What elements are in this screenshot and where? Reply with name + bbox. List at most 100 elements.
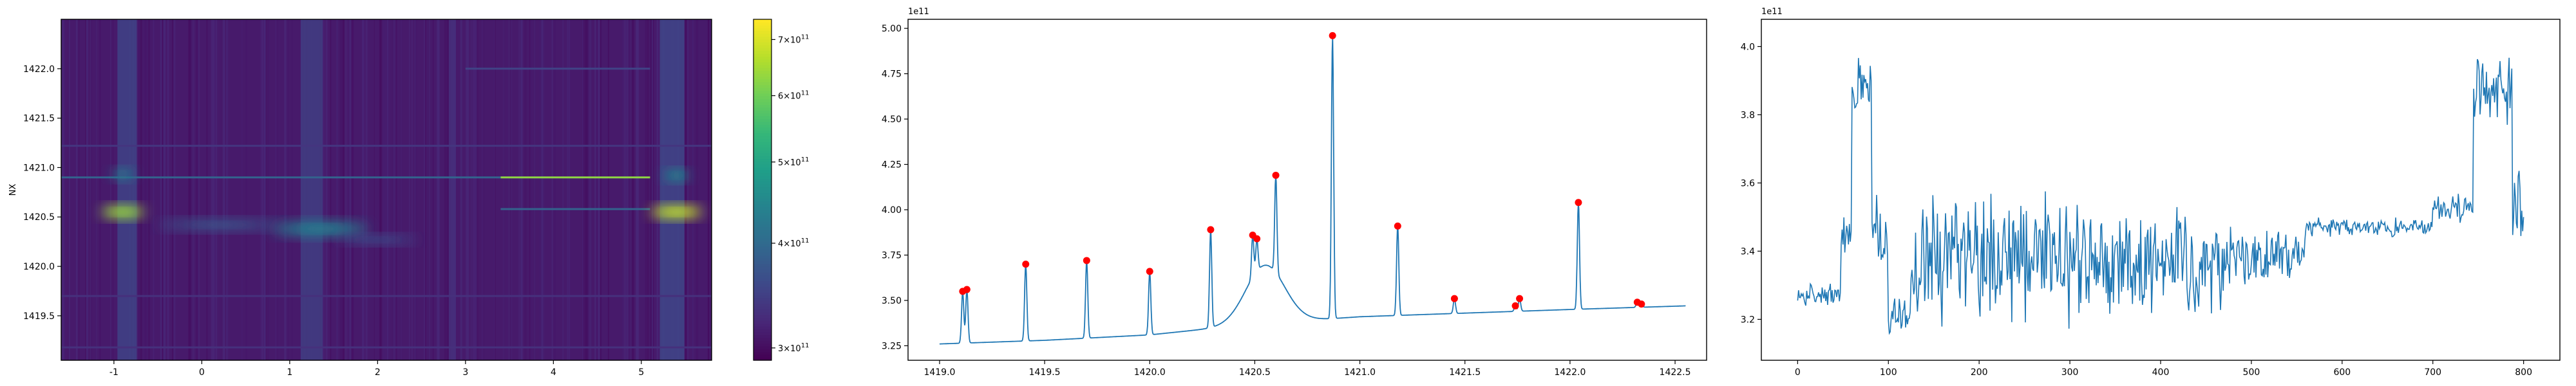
heatmap-column [625, 19, 627, 360]
heatmap-column [219, 19, 222, 360]
heatmap-column [362, 19, 365, 360]
colorbar-slice [753, 44, 772, 48]
heatmap-column [245, 19, 247, 360]
heatmap-column [465, 19, 467, 360]
heatmap-column [423, 19, 426, 360]
heatmap-column [90, 19, 91, 360]
heatmap-column [531, 19, 533, 360]
peak-marker [1272, 171, 1280, 179]
heatmap-column [652, 19, 654, 360]
heatmap-column [600, 19, 601, 360]
colorbar-slice [753, 107, 772, 111]
colorbar-tick-label: 7×1011 [778, 33, 809, 45]
heatmap-column [78, 19, 80, 360]
colorbar-slice [753, 190, 772, 194]
colorbar-slice [753, 306, 772, 310]
spectrum-x-tick-label: 1422.0 [1554, 367, 1586, 378]
spectrum-y-tick-label: 5.00 [882, 24, 902, 34]
colorbar-slice [753, 39, 772, 42]
colorbar-slice [753, 315, 772, 318]
heatmap-column [562, 19, 564, 360]
colorbar-slice [753, 164, 772, 168]
colorbar-slice [753, 232, 772, 236]
colorbar-slice [753, 22, 772, 26]
colorbar-slice [753, 241, 772, 244]
spectrum-y-tick-label: 3.25 [882, 341, 902, 351]
heatmap-column [86, 19, 88, 360]
peak-marker [1083, 257, 1090, 264]
heatmap-column [592, 19, 594, 360]
heatmap-column [472, 19, 475, 360]
colorbar-slice [753, 144, 772, 148]
heatmap-column [287, 19, 289, 360]
peak-marker [1146, 268, 1153, 275]
peak-marker [1253, 235, 1261, 243]
heatmap-y-tick-label: 1419.5 [23, 311, 55, 322]
heatmap-column [437, 19, 439, 360]
colorbar-slice [753, 272, 772, 276]
heatmap-column [483, 19, 485, 360]
heatmap-column [349, 19, 352, 360]
colorbar-slice [753, 73, 772, 77]
colorbar-slice [753, 127, 772, 131]
heatmap-column [144, 19, 147, 360]
colorbar-slice [753, 116, 772, 120]
colorbar-slice [753, 56, 772, 60]
series-x-tick-label: 100 [1880, 367, 1897, 378]
heatmap-column [227, 19, 229, 360]
colorbar-slice [753, 258, 772, 262]
series-y-tick-label: 3.8 [1741, 110, 1755, 120]
heatmap-column [267, 19, 269, 360]
series-x-tick-label: 400 [2152, 367, 2170, 378]
heatmap-column [586, 19, 588, 360]
heatmap-column [62, 19, 64, 360]
heatmap-column [163, 19, 166, 360]
colorbar-slice [753, 122, 772, 125]
heatmap-column [160, 19, 162, 360]
heatmap-column [415, 19, 417, 360]
colorbar-slice [753, 326, 772, 330]
heatmap-column [111, 19, 114, 360]
colorbar-slice [753, 110, 772, 114]
heatmap-column [276, 19, 279, 360]
heatmap-column [479, 19, 480, 360]
colorbar-slice [753, 323, 772, 327]
heatmap-blob-core [357, 237, 398, 242]
heatmap-column [346, 19, 349, 360]
colorbar-slice [753, 98, 772, 102]
heatmap-column [323, 19, 325, 360]
spectrum-y-tick-label: 4.00 [882, 205, 902, 216]
heatmap-column [386, 19, 389, 360]
colorbar-tick-label: 5×1011 [778, 156, 809, 168]
heatmap-column [539, 19, 541, 360]
heatmap-image [61, 19, 712, 360]
series-x-tick-label: 600 [2333, 367, 2351, 378]
heatmap-column [692, 19, 694, 360]
heatmap-column [503, 19, 505, 360]
heatmap-column [397, 19, 399, 360]
heatmap-column [596, 19, 598, 360]
colorbar-slice [753, 147, 772, 151]
series-x-tick-label: 200 [1971, 367, 1988, 378]
heatmap-column [624, 19, 625, 360]
heatmap-column [582, 19, 584, 360]
heatmap-column [196, 19, 198, 360]
heatmap-column [339, 19, 343, 360]
colorbar-slice [753, 195, 772, 199]
spectrum-offset-text: 1e11 [908, 7, 929, 17]
heatmap-column [396, 19, 398, 360]
heatmap-column [645, 19, 647, 360]
peak-marker [1329, 32, 1336, 39]
series-line [1797, 57, 2524, 335]
heatmap-column [392, 19, 393, 360]
colorbar-slice [753, 102, 772, 106]
colorbar: 3×1011 4×1011 5×1011 6×1011 7×1011 [753, 19, 809, 361]
series-offset-text: 1e11 [1761, 7, 1783, 17]
colorbar-slice [753, 78, 772, 82]
heatmap-column [474, 19, 477, 360]
spectrum-x-axis: 1419.0 1419.5 1420.0 1420.5 1421.0 1421.5 1422… [923, 360, 1691, 378]
heatmap-column [569, 19, 571, 360]
heatmap-y-axis: 1419.5 1420.0 1420.5 1421.0 1421.5 1422.0 [23, 64, 61, 322]
heatmap-vertical-band [300, 19, 323, 360]
spectrum-axes-frame [907, 19, 1707, 361]
